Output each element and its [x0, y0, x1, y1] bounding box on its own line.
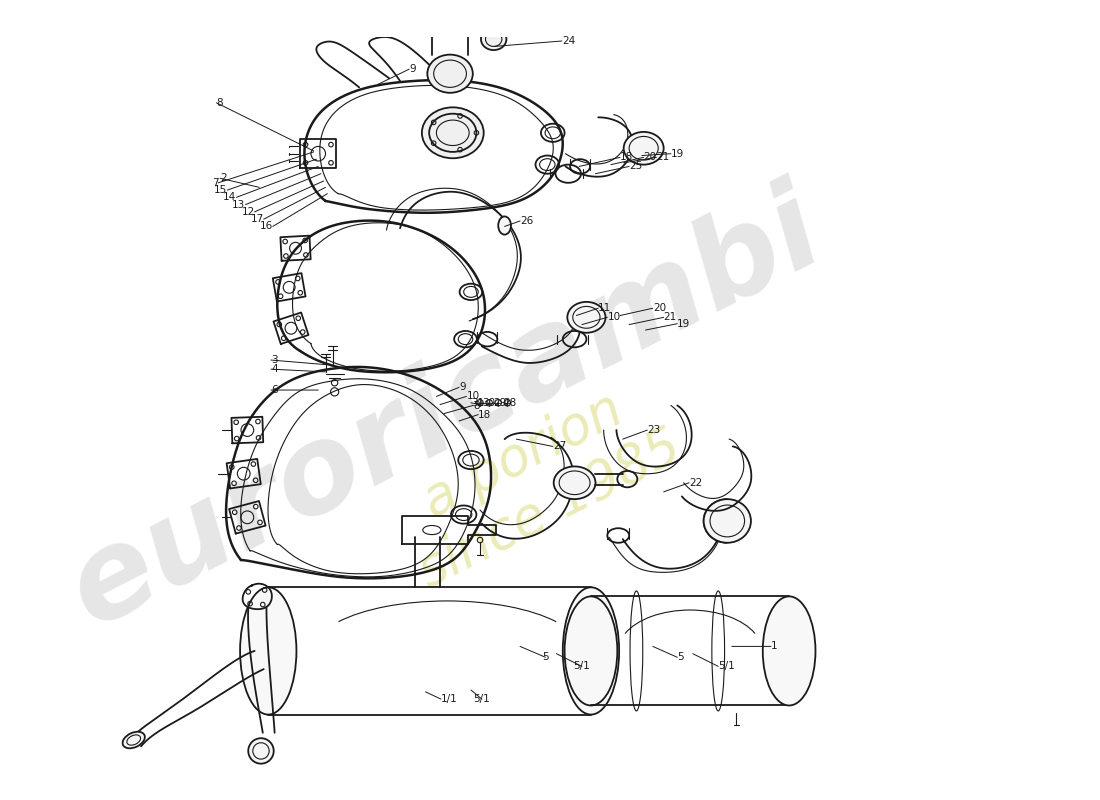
Text: 20: 20 — [652, 303, 666, 314]
Text: 29: 29 — [493, 398, 506, 408]
Text: 9: 9 — [459, 382, 465, 392]
Text: 1/1: 1/1 — [441, 694, 458, 704]
Ellipse shape — [422, 107, 484, 158]
Text: 4: 4 — [271, 364, 277, 374]
Text: 8: 8 — [473, 401, 480, 410]
Text: 19: 19 — [678, 318, 691, 329]
Text: 2: 2 — [220, 174, 227, 183]
Text: 10: 10 — [607, 312, 620, 322]
Text: 8: 8 — [217, 98, 223, 108]
Text: 22: 22 — [689, 478, 703, 488]
Text: 5/1: 5/1 — [573, 662, 591, 671]
Ellipse shape — [249, 738, 274, 764]
Ellipse shape — [762, 596, 815, 706]
Text: 17: 17 — [251, 214, 264, 224]
Text: euroricambi: euroricambi — [51, 170, 840, 650]
Text: 27: 27 — [553, 442, 566, 451]
Text: 1: 1 — [771, 642, 778, 651]
Text: 11: 11 — [598, 303, 612, 314]
Text: 20: 20 — [644, 152, 657, 162]
Text: a porion
since 1985: a porion since 1985 — [383, 367, 690, 598]
Text: 25: 25 — [629, 162, 642, 171]
Text: 19: 19 — [671, 149, 684, 158]
Text: 16: 16 — [260, 222, 273, 231]
Text: 9: 9 — [409, 64, 416, 74]
Text: 5: 5 — [542, 652, 549, 662]
Ellipse shape — [427, 54, 473, 93]
Ellipse shape — [563, 587, 619, 714]
Text: 7: 7 — [211, 178, 218, 188]
Text: 6: 6 — [271, 385, 277, 395]
Text: 5/1: 5/1 — [473, 694, 491, 704]
Ellipse shape — [624, 132, 663, 165]
Ellipse shape — [122, 732, 145, 748]
Text: 21: 21 — [657, 152, 670, 162]
Ellipse shape — [553, 466, 595, 499]
Text: 23: 23 — [647, 425, 661, 435]
Text: 5: 5 — [678, 652, 684, 662]
Ellipse shape — [704, 499, 751, 542]
Text: 10: 10 — [466, 391, 480, 402]
Ellipse shape — [498, 217, 512, 234]
Text: 18: 18 — [478, 410, 492, 419]
Text: 28: 28 — [504, 398, 517, 408]
Ellipse shape — [481, 28, 506, 50]
Text: 24: 24 — [562, 36, 575, 46]
Ellipse shape — [568, 302, 605, 333]
Text: 5/1: 5/1 — [718, 662, 735, 671]
Ellipse shape — [564, 596, 617, 706]
Text: 26: 26 — [520, 216, 534, 226]
Text: 21: 21 — [663, 312, 676, 322]
Text: 15: 15 — [214, 185, 228, 195]
Text: 31: 31 — [471, 398, 484, 408]
Text: 12: 12 — [241, 207, 254, 217]
Text: 13: 13 — [232, 200, 245, 210]
Text: 14: 14 — [223, 192, 236, 202]
Text: 30: 30 — [482, 398, 495, 408]
Text: 3: 3 — [271, 355, 277, 365]
Text: 18: 18 — [620, 152, 634, 162]
Ellipse shape — [240, 587, 296, 714]
